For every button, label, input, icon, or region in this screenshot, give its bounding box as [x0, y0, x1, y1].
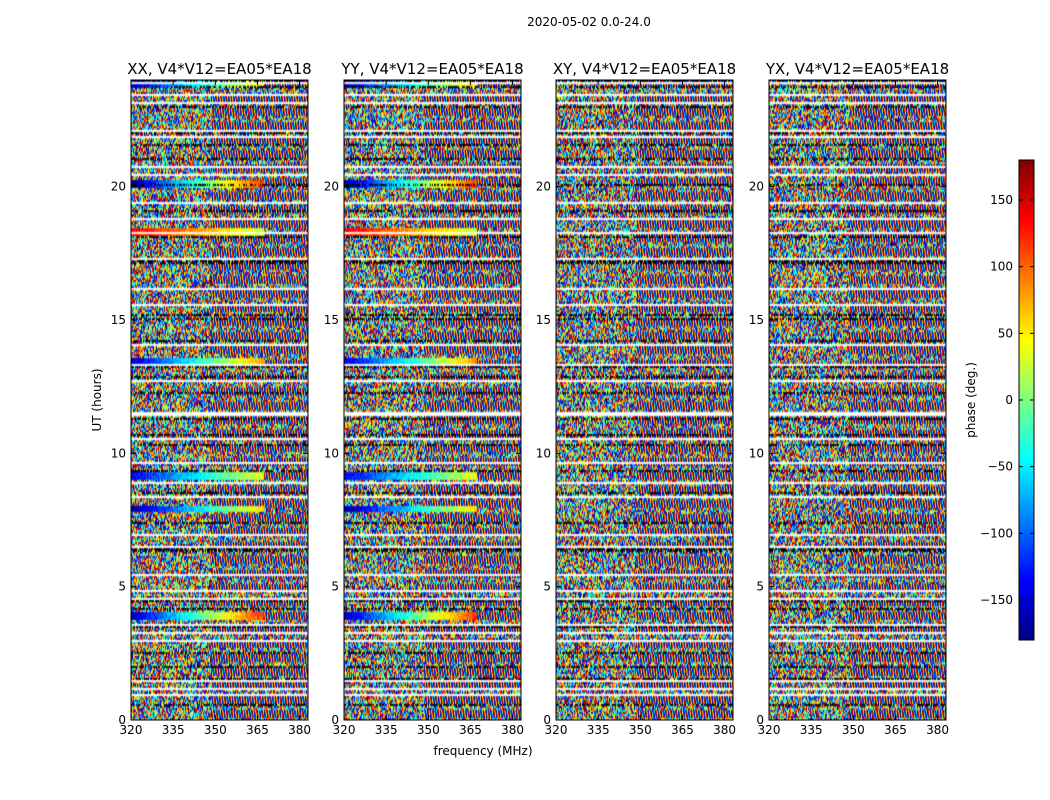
panel-xx: XX, V4*V12=EA05*EA18 320 335 350 365 380 0 5 10 1… [111, 60, 312, 737]
panel-frame [555, 79, 734, 721]
colorbar-gradient [1019, 160, 1034, 640]
x-tick-label: 320 [545, 723, 568, 737]
x-tick-label: 350 [629, 723, 652, 737]
y-tick-label: 5 [543, 580, 551, 594]
figure-suptitle: 2020-05-02 0.0-24.0 [527, 15, 651, 29]
x-tick-label: 365 [459, 723, 482, 737]
x-tick-label: 380 [288, 723, 311, 737]
panel-title: YY, V4*V12=EA05*EA18 [340, 60, 523, 78]
colorbar-tick-label: −100 [980, 526, 1013, 540]
x-tick-label: 320 [758, 723, 781, 737]
y-tick-label: 5 [756, 580, 764, 594]
colorbar-tick-label: −50 [988, 460, 1013, 474]
colorbar-tick-label: 100 [990, 260, 1013, 274]
x-axis-label: frequency (MHz) [433, 744, 532, 758]
x-tick-label: 320 [120, 723, 143, 737]
phase-heatmap-yy [344, 80, 521, 720]
panel-xy: XY, V4*V12=EA05*EA18 320 335 350 365 380 0 5 10 1… [536, 60, 736, 737]
y-tick-label: 15 [111, 313, 126, 327]
colorbar-ticks: 150 100 50 0 −50 −100 −150 [980, 193, 1034, 607]
x-tick-label: 350 [204, 723, 227, 737]
phase-heatmap-xy [556, 80, 733, 720]
x-tick-label: 365 [884, 723, 907, 737]
y-tick-label: 15 [324, 313, 339, 327]
x-tick-label: 380 [501, 723, 524, 737]
y-tick-label: 10 [324, 446, 339, 460]
colorbar: 150 100 50 0 −50 −100 −150 phase (deg.) [964, 159, 1035, 641]
colorbar-tick-label: 50 [998, 326, 1013, 340]
y-tick-label: 15 [749, 313, 764, 327]
y-tick-label: 5 [331, 580, 339, 594]
y-tick-label: 0 [118, 713, 126, 727]
panel-yx: YX, V4*V12=EA05*EA18 320 335 350 365 380 0 5 10 1… [749, 60, 949, 737]
x-tick-label: 350 [842, 723, 865, 737]
panel-frame [130, 79, 309, 721]
x-tick-label: 335 [800, 723, 823, 737]
colorbar-tick-label: −150 [980, 593, 1013, 607]
panel-yy: YY, V4*V12=EA05*EA18 320 335 350 365 380 0 5 10 1… [324, 60, 524, 737]
panel-title: XY, V4*V12=EA05*EA18 [553, 60, 736, 78]
colorbar-label: phase (deg.) [964, 362, 978, 438]
y-tick-label: 20 [749, 180, 764, 194]
y-tick-label: 10 [536, 446, 551, 460]
y-tick-label: 10 [111, 446, 126, 460]
x-tick-label: 335 [162, 723, 185, 737]
y-tick-label: 20 [536, 180, 551, 194]
x-tick-label: 380 [926, 723, 949, 737]
x-tick-label: 335 [375, 723, 398, 737]
x-tick-label: 320 [333, 723, 356, 737]
x-tick-label: 365 [246, 723, 269, 737]
phase-heatmap-yx [769, 80, 946, 720]
panels: XX, V4*V12=EA05*EA18 320 335 350 365 380 0 5 10 1… [111, 60, 949, 737]
x-tick-label: 380 [713, 723, 736, 737]
panel-title: YX, V4*V12=EA05*EA18 [765, 60, 949, 78]
panel-frame [343, 79, 522, 721]
x-tick-label: 350 [417, 723, 440, 737]
y-tick-label: 0 [543, 713, 551, 727]
panel-frame [768, 79, 947, 721]
colorbar-tick-label: 150 [990, 193, 1013, 207]
y-tick-label: 0 [331, 713, 339, 727]
y-tick-label: 5 [118, 580, 126, 594]
x-tick-label: 365 [671, 723, 694, 737]
y-tick-label: 0 [756, 713, 764, 727]
phase-heatmap-xx [131, 80, 308, 720]
x-tick-label: 335 [587, 723, 610, 737]
y-axis-label: UT (hours) [90, 368, 104, 431]
y-tick-label: 20 [111, 180, 126, 194]
y-tick-label: 20 [324, 180, 339, 194]
colorbar-tick-label: 0 [1005, 393, 1013, 407]
y-tick-label: 10 [749, 446, 764, 460]
panel-title: XX, V4*V12=EA05*EA18 [127, 60, 311, 78]
y-tick-label: 15 [536, 313, 551, 327]
